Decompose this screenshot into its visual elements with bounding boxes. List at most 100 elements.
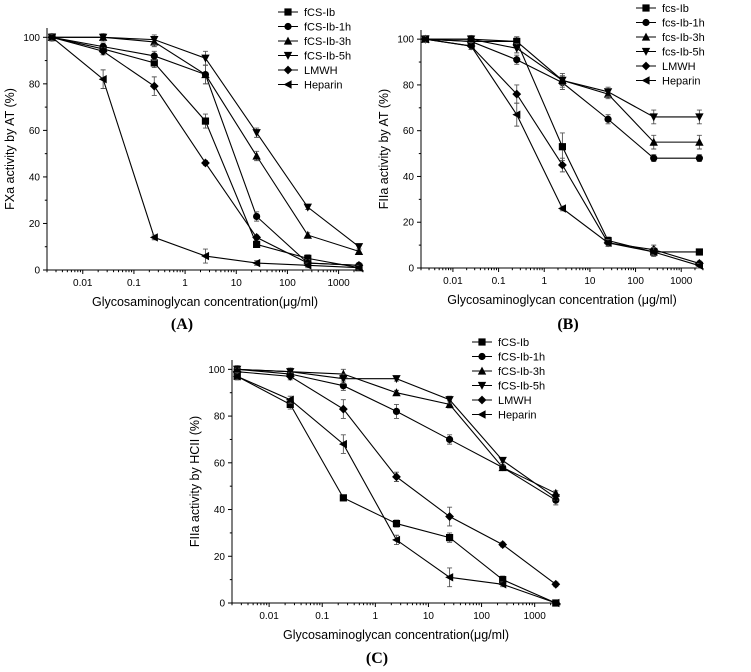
data-point <box>558 143 567 151</box>
data-point <box>466 41 475 51</box>
data-point <box>512 110 521 119</box>
data-point <box>558 76 567 85</box>
data-point <box>339 494 347 502</box>
legend-swatch-marker <box>284 22 292 31</box>
data-point <box>604 115 612 123</box>
data-point <box>466 35 476 44</box>
legend-label: fCS-Ib-1h <box>498 352 545 364</box>
data-point <box>498 463 507 472</box>
legend-swatch-marker <box>477 366 487 375</box>
y-tick-label: 60 <box>403 126 415 137</box>
legend-item: fCS-Ib-5h <box>472 381 545 393</box>
data-point <box>445 573 454 582</box>
legend-item: fCS-Ib <box>278 7 335 19</box>
legend-item: Heparin <box>278 80 343 92</box>
legend: fcs-Ib fcs-Ib-1h fcs-Ib-3h fcs-Ib-5h LMWH Hep… <box>636 3 705 88</box>
data-point <box>150 36 159 45</box>
data-point <box>338 439 347 449</box>
y-tick-label: 0 <box>408 264 414 275</box>
x-tick-label: 100 <box>627 276 644 287</box>
data-point <box>513 56 521 64</box>
panel-tag: (C) <box>366 650 388 667</box>
data-point <box>303 261 312 270</box>
data-point <box>392 519 401 528</box>
data-point <box>558 160 567 170</box>
data-point <box>649 113 658 122</box>
x-tick-label: 100 <box>473 611 490 622</box>
x-tick-label: 0.01 <box>443 276 463 287</box>
legend-label: fcs-Ib-5h <box>662 47 705 59</box>
legend-item: fCS-Ib-5h <box>278 51 351 63</box>
legend-swatch-marker <box>283 80 292 89</box>
legend-swatch-marker <box>641 61 651 71</box>
x-tick-label: 0.1 <box>315 611 329 622</box>
data-point <box>603 238 612 248</box>
data-point <box>252 151 261 160</box>
y-tick-label: 20 <box>29 219 41 230</box>
data-point <box>98 74 107 84</box>
legend-swatch-marker <box>477 381 487 390</box>
legend-swatch-marker <box>642 18 650 27</box>
y-axis-label: FIIa activity by HCII (%) <box>188 416 202 547</box>
legend-label: Heparin <box>498 410 537 422</box>
data-point <box>201 70 210 79</box>
data-point <box>695 137 704 146</box>
y-tick-label: 80 <box>29 79 41 90</box>
x-tick-label: 1 <box>541 276 547 287</box>
legend-label: fCS-Ib-1h <box>304 22 351 34</box>
y-tick-label: 20 <box>214 552 226 563</box>
legend-item: Heparin <box>472 410 537 422</box>
x-tick-label: 10 <box>423 611 435 622</box>
data-point <box>445 512 454 521</box>
data-point <box>649 247 658 257</box>
data-point <box>551 598 560 608</box>
legend-item: LMWH <box>278 65 338 77</box>
data-point <box>650 154 658 162</box>
series-heparin <box>232 372 560 608</box>
legend-item: fcs-Ib-5h <box>636 47 705 59</box>
legend-label: Heparin <box>304 80 343 92</box>
legend-item: fCS-Ib-3h <box>278 36 351 48</box>
x-axis-label: Glycosaminoglycan concentration(μg/ml) <box>92 295 318 309</box>
data-point <box>201 54 210 63</box>
data-point <box>98 33 108 42</box>
panel-tag: (B) <box>557 316 578 333</box>
x-tick-label: 0.1 <box>492 276 506 287</box>
legend-item: fcs-Ib-3h <box>636 32 705 44</box>
legend-item: LMWH <box>472 395 532 407</box>
data-point <box>47 33 56 42</box>
legend-label: fCS-Ib-5h <box>304 51 351 63</box>
x-tick-label: 10 <box>584 276 596 287</box>
legend: fCS-Ib fCS-Ib-1h fCS-Ib-3h fCS-Ib-5h LMWH Hep… <box>278 7 351 92</box>
legend-item: fcs-Ib <box>636 3 689 15</box>
data-point <box>253 212 261 221</box>
y-tick-label: 80 <box>214 412 226 423</box>
data-point <box>354 263 363 272</box>
x-tick-label: 0.1 <box>127 278 141 289</box>
y-tick-label: 40 <box>403 172 415 183</box>
legend-item: LMWH <box>636 61 696 73</box>
data-point <box>512 89 522 99</box>
legend-swatch-marker <box>478 338 486 346</box>
data-point <box>445 396 454 405</box>
data-point <box>558 204 567 213</box>
legend-label: LMWH <box>498 395 532 407</box>
data-point <box>201 117 210 125</box>
data-point <box>149 81 159 91</box>
legend-swatch-marker <box>283 36 293 45</box>
x-tick-label: 1000 <box>524 611 547 622</box>
y-tick-label: 40 <box>29 172 41 183</box>
legend-label: fCS-Ib-3h <box>498 366 545 378</box>
legend-item: fcs-Ib-1h <box>636 18 705 30</box>
legend-label: LMWH <box>662 61 696 73</box>
data-point <box>498 456 507 465</box>
y-axis-label: FXa activity by AT (%) <box>3 88 17 210</box>
x-tick-label: 0.01 <box>73 278 93 289</box>
x-tick-label: 1 <box>373 611 379 622</box>
legend-swatch-marker <box>283 51 293 60</box>
x-tick-label: 1000 <box>327 278 350 289</box>
data-point <box>649 137 658 146</box>
legend: fCS-Ib fCS-Ib-1h fCS-Ib-3h fCS-Ib-5h LMWH Hep… <box>472 337 545 422</box>
legend-swatch-marker <box>641 32 651 41</box>
